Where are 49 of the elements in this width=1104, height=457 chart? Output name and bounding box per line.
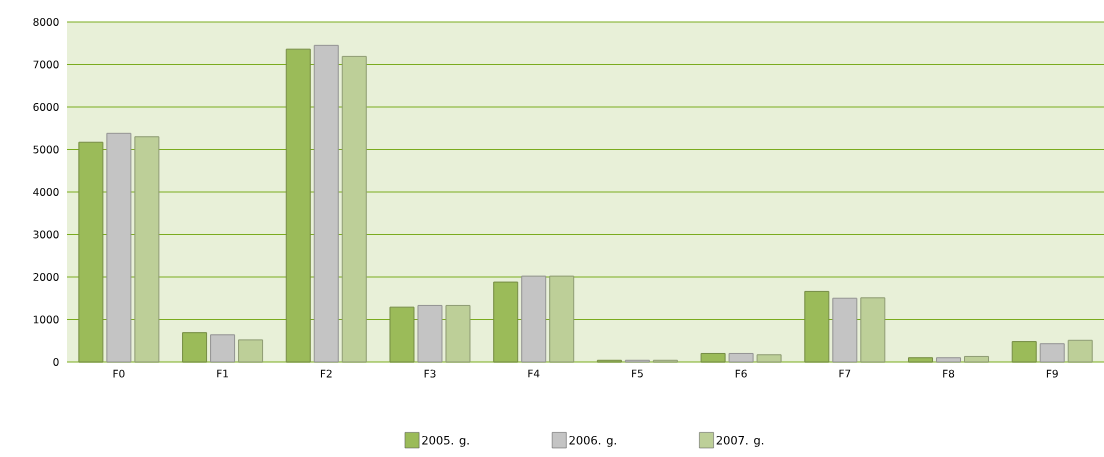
legend-label: 2006. g. (569, 435, 616, 447)
bar (832, 297, 858, 363)
bar (210, 334, 236, 363)
bar (134, 136, 160, 363)
bar (908, 357, 934, 363)
bar (182, 332, 208, 363)
y-tick-label: 8000 (33, 18, 59, 26)
x-tick-label: F5 (632, 369, 643, 378)
legend-label: 2005. g. (422, 435, 469, 447)
bar (445, 304, 471, 363)
bar (1011, 341, 1037, 363)
bar (521, 275, 547, 363)
bar (804, 290, 830, 363)
x-tick-label: F1 (217, 369, 228, 378)
y-tick-label: 5000 (33, 145, 59, 154)
bar (285, 48, 311, 363)
x-tick-label: F8 (943, 369, 955, 378)
x-tick-label: F0 (113, 369, 125, 378)
bar (238, 339, 264, 363)
bar (860, 297, 886, 363)
y-tick-label: 7000 (33, 60, 59, 69)
legend-label: 2007. g. (716, 435, 764, 447)
bar (313, 44, 339, 363)
bar (1067, 339, 1093, 363)
y-tick-label: 4000 (33, 188, 59, 196)
bar (417, 304, 443, 363)
bar (389, 306, 415, 363)
bar (493, 281, 519, 363)
y-tick-label: 6000 (33, 103, 59, 111)
y-tick-label: 2000 (33, 273, 59, 281)
bar (549, 275, 575, 363)
bar (78, 141, 104, 363)
bar (936, 357, 962, 363)
x-tick-label: F3 (424, 369, 436, 378)
bar (728, 352, 754, 363)
bar (700, 352, 726, 363)
bar (106, 132, 132, 363)
x-tick-label: F9 (1046, 369, 1058, 378)
y-tick-label: 1000 (33, 315, 59, 324)
x-tick-label: F7 (839, 369, 851, 378)
x-tick-label: F6 (735, 369, 747, 378)
bar (1039, 343, 1065, 363)
bar (341, 55, 367, 363)
y-tick-label: 0 (53, 358, 59, 366)
bar (964, 355, 990, 363)
x-tick-label: F4 (528, 369, 540, 378)
bar (756, 354, 782, 363)
y-tick-label: 3000 (33, 230, 59, 239)
x-tick-label: F2 (320, 369, 332, 378)
